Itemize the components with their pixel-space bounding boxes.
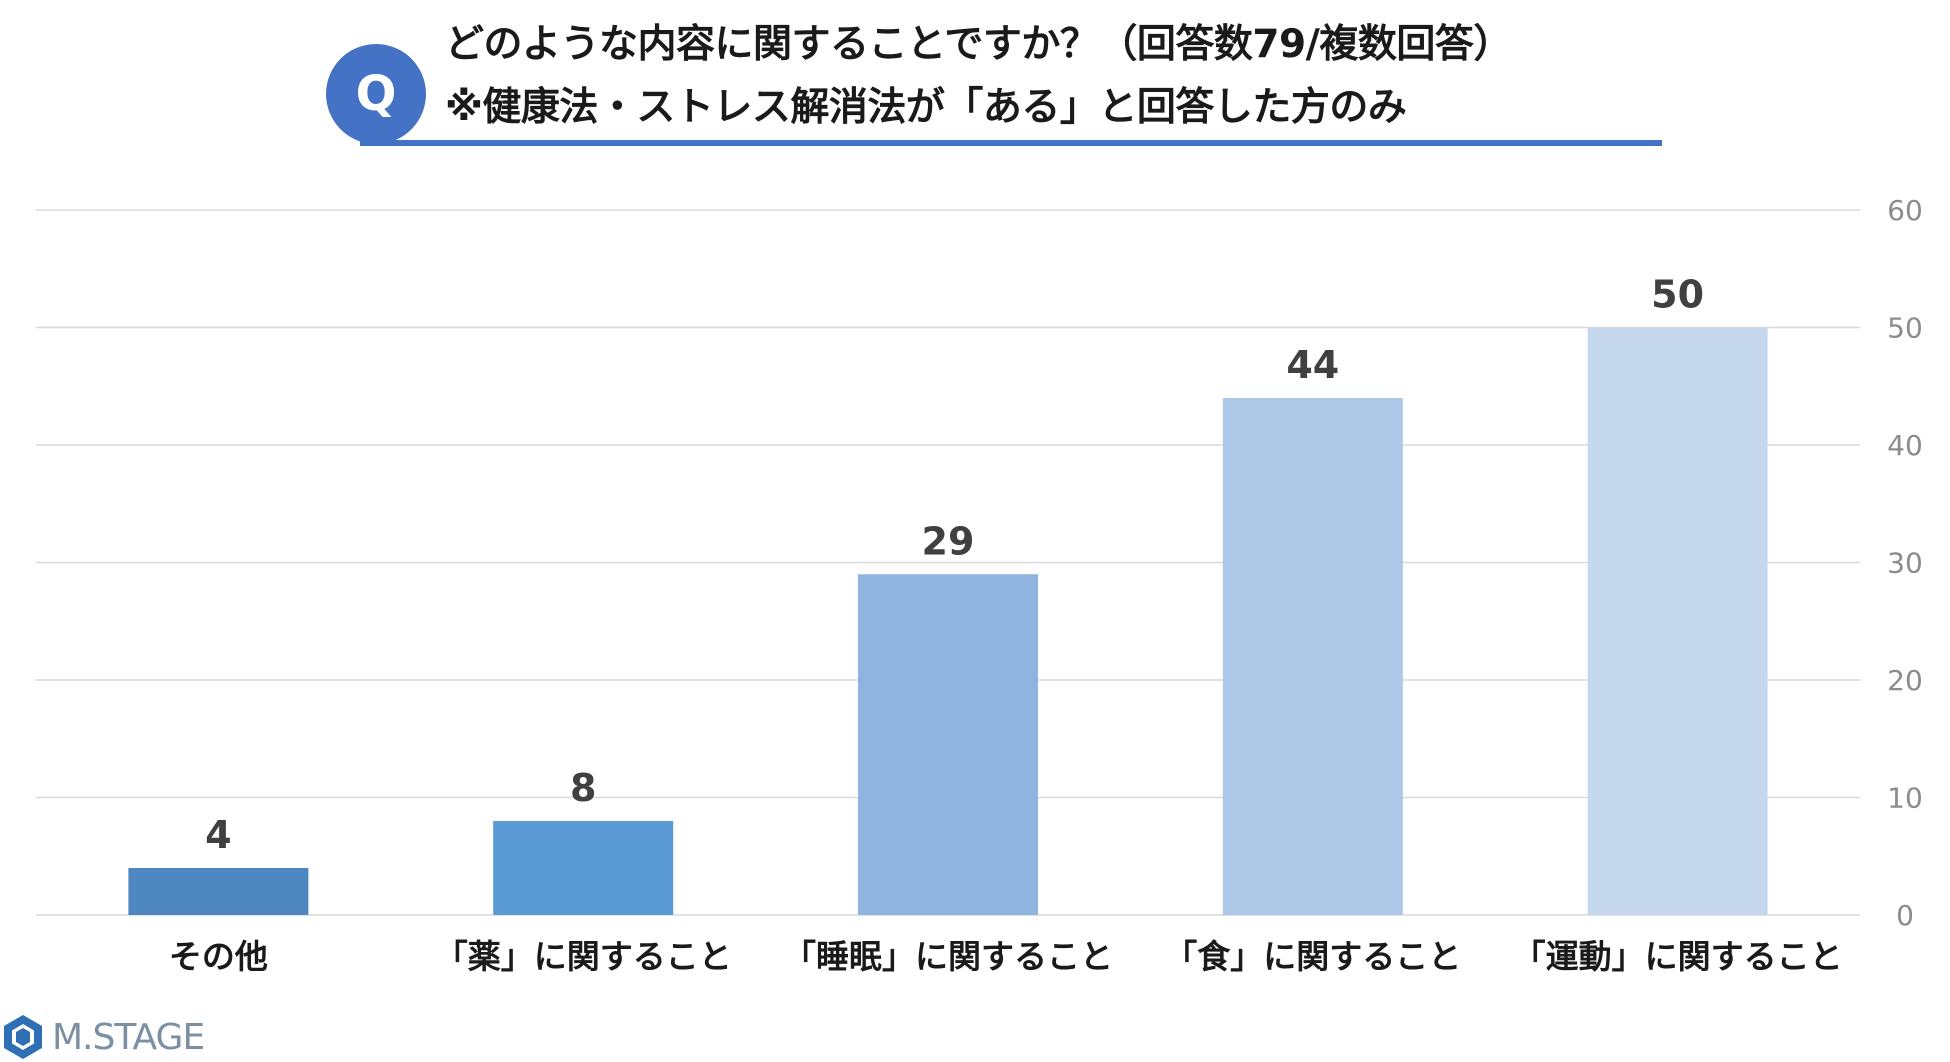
bar bbox=[128, 868, 309, 915]
hexagon-logo-icon bbox=[4, 1015, 42, 1059]
bar bbox=[493, 821, 674, 915]
x-tick-label: その他 bbox=[169, 937, 268, 976]
x-tick-label: 「薬」に関すること bbox=[435, 937, 732, 976]
bar-value-label: 4 bbox=[205, 813, 231, 857]
bars bbox=[128, 327, 1768, 915]
title-underline bbox=[360, 140, 1662, 146]
x-tick-label: 「食」に関すること bbox=[1164, 937, 1461, 976]
bar-value-label: 8 bbox=[570, 766, 596, 810]
bar-value-label: 44 bbox=[1286, 343, 1339, 387]
y-tick-label: 30 bbox=[1887, 547, 1923, 580]
chart-title: どのような内容に関することですか？（回答数79/複数回答） bbox=[445, 22, 1512, 67]
value-labels: 4 8 29 44 50 bbox=[205, 273, 1704, 858]
bar bbox=[1587, 327, 1768, 915]
y-tick-label: 0 bbox=[1896, 899, 1914, 932]
chart-subtitle: ※健康法・ストレス解消法が「ある」と回答した方のみ bbox=[445, 85, 1407, 130]
y-axis-ticks: 0 10 20 30 40 50 60 bbox=[1887, 194, 1923, 932]
bar-value-label: 50 bbox=[1651, 273, 1704, 317]
y-tick-label: 20 bbox=[1887, 664, 1923, 697]
bar-value-label: 29 bbox=[922, 519, 975, 563]
x-axis-labels: その他 「薬」に関すること 「睡眠」に関すること 「食」に関すること 「運動」に関するこ… bbox=[169, 937, 1843, 976]
y-tick-label: 60 bbox=[1887, 194, 1923, 227]
y-tick-label: 50 bbox=[1887, 312, 1923, 345]
question-badge: Q bbox=[326, 44, 426, 144]
brand-logo: M.STAGE bbox=[0, 1012, 205, 1062]
y-tick-label: 40 bbox=[1887, 429, 1923, 462]
y-tick-label: 10 bbox=[1887, 782, 1923, 815]
x-tick-label: 「運動」に関すること bbox=[1513, 937, 1843, 976]
bar bbox=[1222, 398, 1403, 915]
x-tick-label: 「睡眠」に関すること bbox=[783, 937, 1113, 976]
bar bbox=[858, 574, 1038, 915]
brand-logo-text: M.STAGE bbox=[52, 1016, 205, 1058]
chart-header: Q どのような内容に関することですか？（回答数79/複数回答） ※健康法・ストレ… bbox=[0, 0, 1950, 160]
